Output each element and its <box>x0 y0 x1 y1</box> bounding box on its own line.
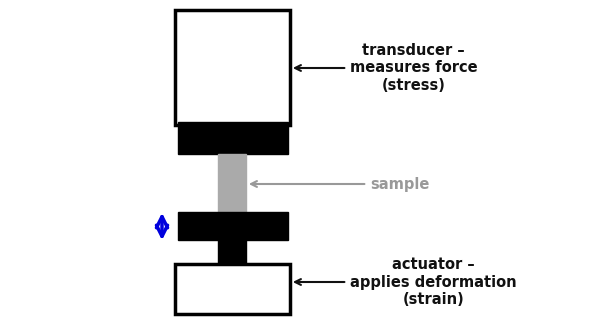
Bar <box>178 212 288 240</box>
Bar <box>218 154 246 214</box>
Text: sample: sample <box>251 176 430 191</box>
Text: actuator –
applies deformation
(strain): actuator – applies deformation (strain) <box>295 257 517 307</box>
Bar <box>218 238 246 266</box>
Bar <box>175 10 290 125</box>
Bar <box>175 264 290 314</box>
Bar <box>178 122 288 154</box>
Text: transducer –
measures force
(stress): transducer – measures force (stress) <box>295 43 478 93</box>
